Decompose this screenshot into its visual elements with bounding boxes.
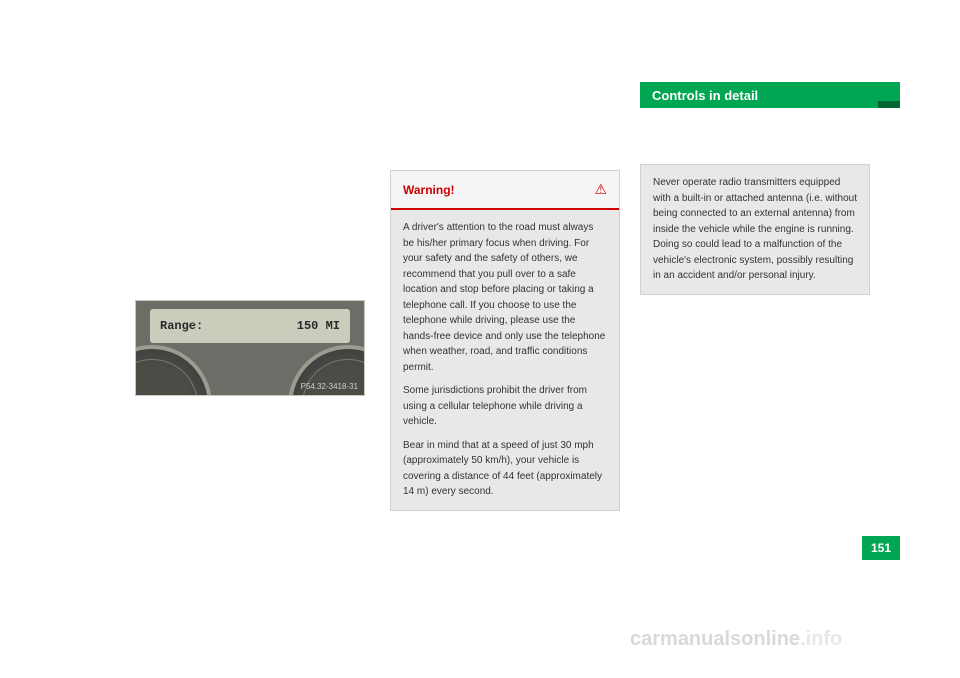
section-header: Controls in detail [640,82,900,108]
lcd-display: Range: 150 MI [150,309,350,343]
info-callout: Never operate radio transmitters equippe… [640,164,870,295]
warning-label: Warning! [403,183,455,197]
watermark-part1: carmanualsonline [630,628,800,650]
image-reference-code: P54.32-3418-31 [301,382,358,391]
warning-paragraph: Bear in mind that at a speed of just 30 … [403,438,607,500]
section-title: Controls in detail [652,88,758,103]
warning-header: Warning! ⚠ [391,171,619,210]
page-number: 151 [871,541,891,555]
lcd-label: Range: [160,319,203,333]
warning-paragraph: Some jurisdictions prohibit the driver f… [403,383,607,430]
warning-paragraph: A driver's attention to the road must al… [403,220,607,375]
section-header-notch [878,101,900,108]
watermark-part2: .info [800,628,842,650]
watermark: carmanualsonline.info [630,628,842,651]
lcd-value: 150 MI [297,319,340,333]
instrument-cluster-image: Range: 150 MI P54.32-3418-31 [135,300,365,396]
warning-icon: ⚠ [594,181,607,198]
left-gauge [135,345,212,396]
page-number-badge: 151 [862,536,900,560]
warning-callout: Warning! ⚠ A driver's attention to the r… [390,170,620,511]
info-text: Never operate radio transmitters equippe… [653,177,857,281]
warning-body: A driver's attention to the road must al… [391,210,619,510]
